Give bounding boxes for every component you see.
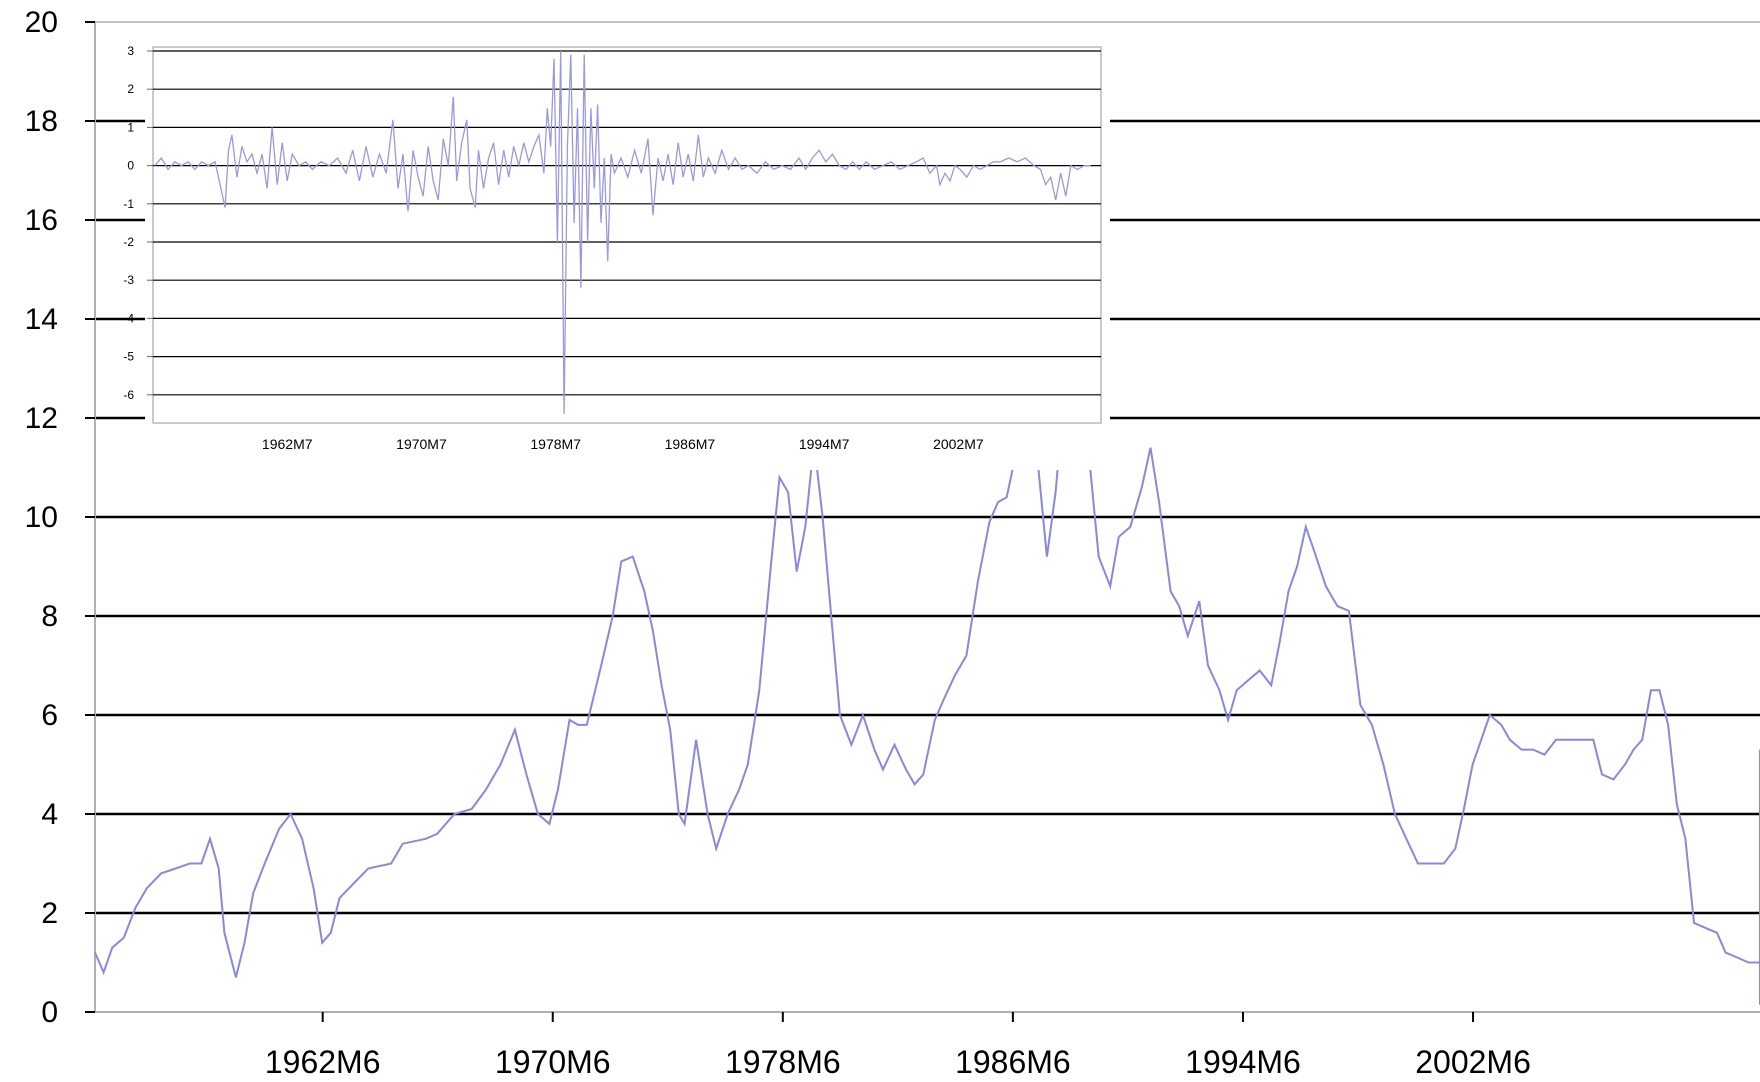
inset-y-tick-label: -6: [123, 388, 134, 402]
inset-x-ticks: 1962M7 1970M7 1978M7 1986M7 1994M7 2002M7: [262, 436, 984, 452]
main-y-tick-label: 14: [25, 303, 58, 336]
main-x-tick-label: 1978M6: [725, 1044, 841, 1080]
main-x-tick-label: 1994M6: [1185, 1044, 1301, 1080]
main-y-tick-label: 6: [41, 699, 58, 732]
inset-x-tick-label: 1962M7: [262, 436, 313, 452]
main-y-tick-label: 18: [25, 105, 58, 138]
main-y-tick-label: 20: [25, 6, 58, 39]
inset-y-tick-label: 1: [127, 120, 134, 134]
main-x-tick-label: 1970M6: [495, 1044, 611, 1080]
main-y-tick-label: 2: [41, 897, 58, 930]
inset-x-tick-label: 1986M7: [665, 436, 716, 452]
inset-y-tick-label: -3: [123, 273, 134, 287]
main-x-tick-label: 1962M6: [265, 1044, 381, 1080]
main-y-tick-label: 4: [41, 798, 58, 831]
inset-y-tick-label: -1: [123, 197, 134, 211]
main-y-tick-label: 0: [41, 996, 58, 1029]
inset-x-tick-label: 2002M7: [933, 436, 984, 452]
main-y-tick-label: 16: [25, 204, 58, 237]
inset-y-tick-label: -2: [123, 235, 134, 249]
inset-line-chart: 3 2 1 0 -1 -2 -3 -4 -5 -6 1962M7 1970M7 1978M7 1986M…: [123, 40, 1110, 470]
main-y-tick-label: 12: [25, 402, 58, 435]
main-x-tick-label: 2002M6: [1415, 1044, 1531, 1080]
inset-plot-frame: [152, 46, 1102, 424]
inset-x-tick-label: 1994M7: [799, 436, 850, 452]
inset-y-tick-label: 0: [127, 159, 134, 173]
inset-gridlines: [153, 50, 1101, 396]
inset-series-line: [154, 50, 1091, 414]
main-y-tick-label: 8: [41, 600, 58, 633]
main-x-tick-label: 1986M6: [955, 1044, 1071, 1080]
main-x-ticks: 1962M6 1970M6 1978M6 1986M6 1994M6 2002M6: [265, 1012, 1531, 1080]
inset-y-ticks: 3 2 1 0 -1 -2 -3 -4 -5 -6: [123, 44, 153, 402]
inset-y-tick-label: -4: [123, 311, 134, 325]
main-y-ticks: 0 2 4 6 8 10 12 14 16 18 20: [25, 6, 95, 1029]
inset-x-tick-label: 1970M7: [396, 436, 447, 452]
inset-x-tick-label: 1978M7: [530, 436, 581, 452]
inset-y-tick-label: 3: [127, 44, 134, 58]
inset-y-tick-label: 2: [127, 82, 134, 96]
main-y-tick-label: 10: [25, 501, 58, 534]
inset-y-tick-label: -5: [123, 350, 134, 364]
